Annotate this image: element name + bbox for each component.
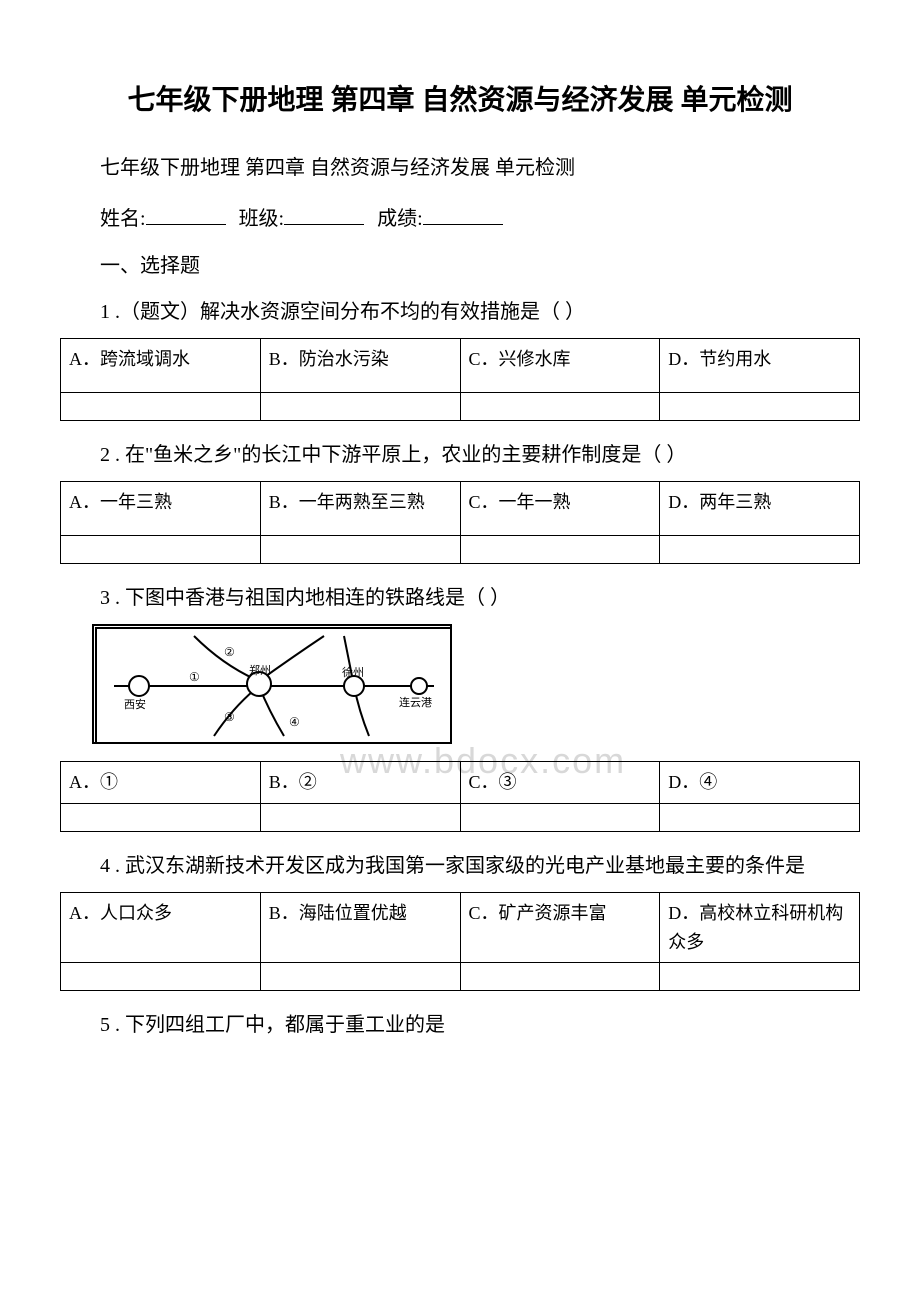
map-label-lianyungang: 连云港 — [399, 696, 432, 709]
question-5: 5 . 下列四组工厂中，都属于重工业的是 — [60, 1009, 860, 1041]
q4-option-b: B．海陆位置优越 — [260, 892, 460, 963]
q4-options-table: A．人口众多 B．海陆位置优越 C．矿产资源丰富 D．高校林立科研机构众多 — [60, 892, 860, 992]
q2-blank-d — [660, 536, 860, 564]
q3-option-a: A．① — [61, 762, 261, 804]
q3-option-c: C．③ — [460, 762, 660, 804]
q1-blank-c — [460, 393, 660, 421]
score-blank[interactable] — [423, 224, 503, 225]
question-3: 3 . 下图中香港与祖国内地相连的铁路线是（ ） — [60, 582, 860, 614]
question-2: 2 . 在"鱼米之乡"的长江中下游平原上，农业的主要耕作制度是（ ） — [60, 439, 860, 471]
q2-option-d: D．两年三熟 — [660, 482, 860, 536]
document-body: www.bdocx.com 七年级下册地理 第四章 自然资源与经济发展 单元检测… — [60, 80, 860, 1041]
q2-option-b: B．一年两熟至三熟 — [260, 482, 460, 536]
railway-map: 西安 郑州 徐州 连云港 ① ② ③ ④ — [92, 624, 452, 744]
q3-options-table: A．① B．② C．③ D．④ — [60, 761, 860, 832]
q4-option-d: D．高校林立科研机构众多 — [660, 892, 860, 963]
q1-option-d: D．节约用水 — [660, 339, 860, 393]
q4-blank-c — [460, 963, 660, 991]
q3-blank-d — [660, 803, 860, 831]
q1-blank-b — [260, 393, 460, 421]
map-label-xuzhou: 徐州 — [342, 665, 364, 679]
q1-blank-d — [660, 393, 860, 421]
q1-blank-a — [61, 393, 261, 421]
class-label: 班级: — [239, 208, 285, 230]
map-marker-1: ① — [189, 670, 200, 684]
q3-option-b: B．② — [260, 762, 460, 804]
q3-blank-b — [260, 803, 460, 831]
q2-option-c: C．一年一熟 — [460, 482, 660, 536]
q4-blank-b — [260, 963, 460, 991]
q4-blank-d — [660, 963, 860, 991]
q4-blank-a — [61, 963, 261, 991]
name-blank[interactable] — [146, 224, 226, 225]
map-marker-3: ③ — [224, 710, 235, 724]
q1-option-a: A．跨流域调水 — [61, 339, 261, 393]
question-4: 4 . 武汉东湖新技术开发区成为我国第一家国家级的光电产业基地最主要的条件是 — [60, 850, 860, 882]
q1-option-b: B．防治水污染 — [260, 339, 460, 393]
map-marker-2: ② — [224, 645, 235, 659]
railway-map-container: 西安 郑州 徐州 连云港 ① ② ③ ④ — [92, 624, 860, 749]
class-blank[interactable] — [284, 224, 364, 225]
q2-option-a: A．一年三熟 — [61, 482, 261, 536]
page-title: 七年级下册地理 第四章 自然资源与经济发展 单元检测 — [60, 80, 860, 122]
map-label-zhengzhou: 郑州 — [249, 663, 271, 677]
q2-blank-b — [260, 536, 460, 564]
map-label-xian: 西安 — [124, 697, 146, 711]
q2-options-table: A．一年三熟 B．一年两熟至三熟 C．一年一熟 D．两年三熟 — [60, 481, 860, 564]
q3-option-d: D．④ — [660, 762, 860, 804]
q1-options-table: A．跨流域调水 B．防治水污染 C．兴修水库 D．节约用水 — [60, 338, 860, 421]
q3-blank-c — [460, 803, 660, 831]
q4-option-a: A．人口众多 — [61, 892, 261, 963]
q2-blank-c — [460, 536, 660, 564]
map-marker-4: ④ — [289, 715, 300, 729]
section-header: 一、选择题 — [60, 249, 860, 278]
form-line: 姓名: 班级: 成绩: — [60, 202, 860, 231]
q1-option-c: C．兴修水库 — [460, 339, 660, 393]
subtitle: 七年级下册地理 第四章 自然资源与经济发展 单元检测 — [60, 152, 860, 184]
q2-blank-a — [61, 536, 261, 564]
q3-blank-a — [61, 803, 261, 831]
q4-option-c: C．矿产资源丰富 — [460, 892, 660, 963]
score-label: 成绩: — [377, 208, 423, 230]
question-1: 1 .（题文）解决水资源空间分布不均的有效措施是（ ） — [60, 296, 860, 328]
name-label: 姓名: — [100, 208, 146, 230]
